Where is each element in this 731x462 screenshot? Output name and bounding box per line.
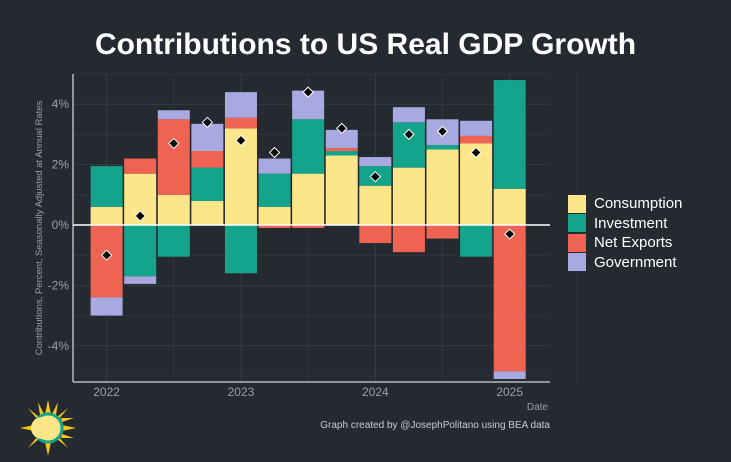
bar-segment-investment [224,224,257,274]
x-tick-label: 2023 [228,385,255,399]
bar-segment-government [325,129,358,148]
bar-segment-investment [124,224,157,277]
total-point [100,249,113,261]
bar-segment-investment [325,151,358,156]
bar-segment-consumption [191,200,224,225]
legend-swatch [568,253,586,272]
bar-segment-investment [258,173,291,207]
bar-segment-consumption [392,167,425,225]
legend-item-government: Government [568,253,682,273]
sun-logo-icon [20,400,76,456]
bar-segment-net-exports [426,224,459,239]
bar-segment-net-exports [292,224,325,228]
total-point [503,228,516,240]
bar-segment-consumption [292,173,325,225]
total-point [403,128,415,141]
bar-segment-investment [426,144,459,150]
bar-segment-net-exports [258,224,291,228]
bar-segment-consumption [426,149,459,225]
legend-label: Consumption [594,195,683,213]
legend-item-consumption: Consumption [568,194,682,214]
bar-segment-consumption [258,206,291,225]
legend-item-net-exports: Net Exports [568,233,682,253]
bar-segment-net-exports [157,119,190,195]
chart-legend: Consumption Investment Net Exports Governme… [568,194,682,272]
legend-swatch [568,194,586,213]
y-tick-label: -2% [48,278,70,292]
legend-label: Investment [594,214,668,232]
y-tick-label: 0% [52,218,70,232]
bar-segment-consumption [90,206,123,225]
total-point [369,170,382,183]
y-tick-label: -4% [48,339,70,353]
bar-segment-net-exports [191,151,224,168]
total-point [268,146,281,159]
bar-segment-net-exports [90,224,123,298]
legend-item-investment: Investment [568,214,682,234]
bar-segment-government [460,120,493,136]
legend-swatch [568,233,586,252]
y-axis-title: Contributions, Percent, Seasonally Adjus… [34,100,45,355]
bar-segment-government [392,107,425,123]
total-point [436,125,449,138]
total-point [235,134,247,147]
total-point [201,116,214,129]
bar-segment-government [493,371,526,379]
bar-segment-investment [460,224,493,257]
total-point [302,86,314,98]
x-axis-title: Date [527,402,549,413]
bar-segment-investment [191,167,224,201]
bar-segment-government [224,92,257,118]
bar-segment-net-exports [460,135,493,144]
bar-segment-government [191,123,224,151]
chart-title: Contributions to US Real GDP Growth [94,28,637,61]
bar-segment-net-exports [325,147,358,151]
bar-segment-investment [493,80,526,189]
y-tick-label: 4% [52,97,70,111]
bar-segment-consumption [157,194,190,225]
bar-segment-government [90,297,123,316]
legend-label: Net Exports [594,234,673,252]
x-tick-label: 2025 [496,385,523,399]
total-point [168,137,180,150]
bar-segment-government [359,157,392,167]
bar-segment-net-exports [359,224,392,244]
bar-segment-investment [292,119,325,174]
bar-segment-net-exports [124,158,157,174]
bar-segment-investment [90,166,123,207]
bar-segment-net-exports [392,224,425,253]
bar-segment-net-exports [493,224,526,372]
bar-segment-consumption [493,188,526,225]
legend-label: Government [594,253,677,271]
y-tick-label: 2% [52,158,70,172]
x-tick-label: 2022 [93,385,120,399]
chart-credit: Graph created by @JosephPolitano using B… [320,420,550,431]
bar-segment-net-exports [224,117,257,129]
bar-segment-consumption [359,185,392,225]
legend-swatch [568,214,586,233]
total-point [336,122,348,135]
bar-segment-investment [157,224,190,257]
x-tick-label: 2024 [362,385,389,399]
bar-segment-government [157,110,190,120]
total-point [134,210,146,222]
bar-segment-consumption [325,155,358,225]
bar-segment-government [124,276,157,284]
bar-segment-government [258,158,291,174]
total-point [470,146,482,159]
